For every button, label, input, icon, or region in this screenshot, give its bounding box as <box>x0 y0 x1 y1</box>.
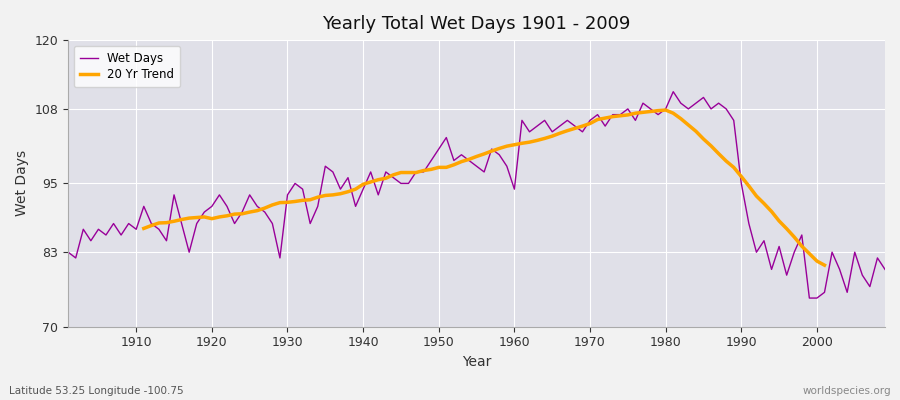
20 Yr Trend <box>819 263 830 268</box>
Line: 20 Yr Trend: 20 Yr Trend <box>144 110 824 265</box>
Y-axis label: Wet Days: Wet Days <box>15 150 29 216</box>
Text: Latitude 53.25 Longitude -100.75: Latitude 53.25 Longitude -100.75 <box>9 386 184 396</box>
Wet Days <box>879 267 890 272</box>
Wet Days <box>335 187 346 192</box>
20 Yr Trend <box>804 251 814 256</box>
Wet Days <box>804 296 814 300</box>
Wet Days <box>509 187 520 192</box>
20 Yr Trend <box>312 195 323 200</box>
Wet Days <box>63 250 74 255</box>
X-axis label: Year: Year <box>462 355 491 369</box>
Legend: Wet Days, 20 Yr Trend: Wet Days, 20 Yr Trend <box>74 46 180 87</box>
20 Yr Trend <box>221 214 232 218</box>
20 Yr Trend <box>297 198 308 203</box>
Wet Days <box>599 124 610 128</box>
20 Yr Trend <box>139 226 149 231</box>
Line: Wet Days: Wet Days <box>68 92 885 298</box>
20 Yr Trend <box>721 159 732 164</box>
Title: Yearly Total Wet Days 1901 - 2009: Yearly Total Wet Days 1901 - 2009 <box>322 15 631 33</box>
Wet Days <box>123 221 134 226</box>
Text: worldspecies.org: worldspecies.org <box>803 386 891 396</box>
Wet Days <box>290 181 301 186</box>
Wet Days <box>668 89 679 94</box>
20 Yr Trend <box>812 259 823 264</box>
Wet Days <box>501 164 512 169</box>
20 Yr Trend <box>661 108 671 112</box>
